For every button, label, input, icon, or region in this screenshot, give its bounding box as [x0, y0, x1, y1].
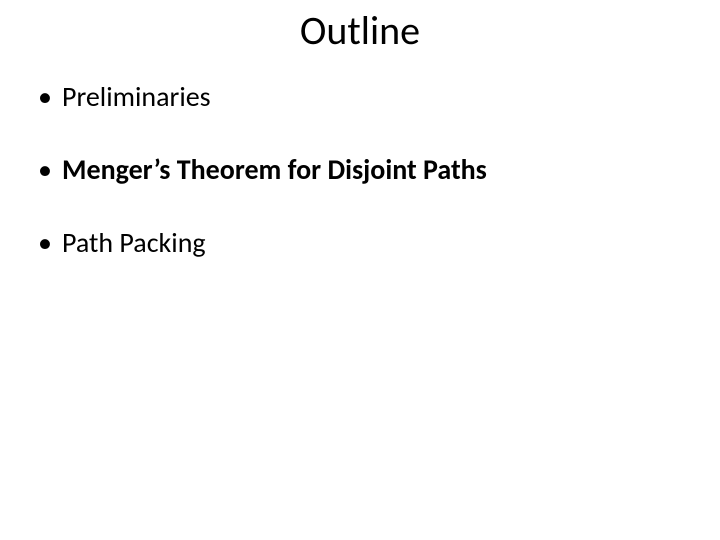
bullet-text: Menger’s Theorem for Disjoint Paths	[62, 152, 487, 187]
bullet-list: Preliminaries Menger’s Theorem for Disjo…	[38, 79, 682, 260]
bullet-item: Path Packing	[38, 225, 682, 260]
slide-body: Preliminaries Menger’s Theorem for Disjo…	[0, 55, 720, 260]
slide: Outline Preliminaries Menger’s Theorem f…	[0, 0, 720, 540]
bullet-item: Menger’s Theorem for Disjoint Paths	[38, 152, 682, 187]
slide-title: Outline	[0, 0, 720, 55]
bullet-text: Path Packing	[62, 225, 206, 260]
bullet-text: Preliminaries	[62, 79, 211, 114]
bullet-item: Preliminaries	[38, 79, 682, 114]
